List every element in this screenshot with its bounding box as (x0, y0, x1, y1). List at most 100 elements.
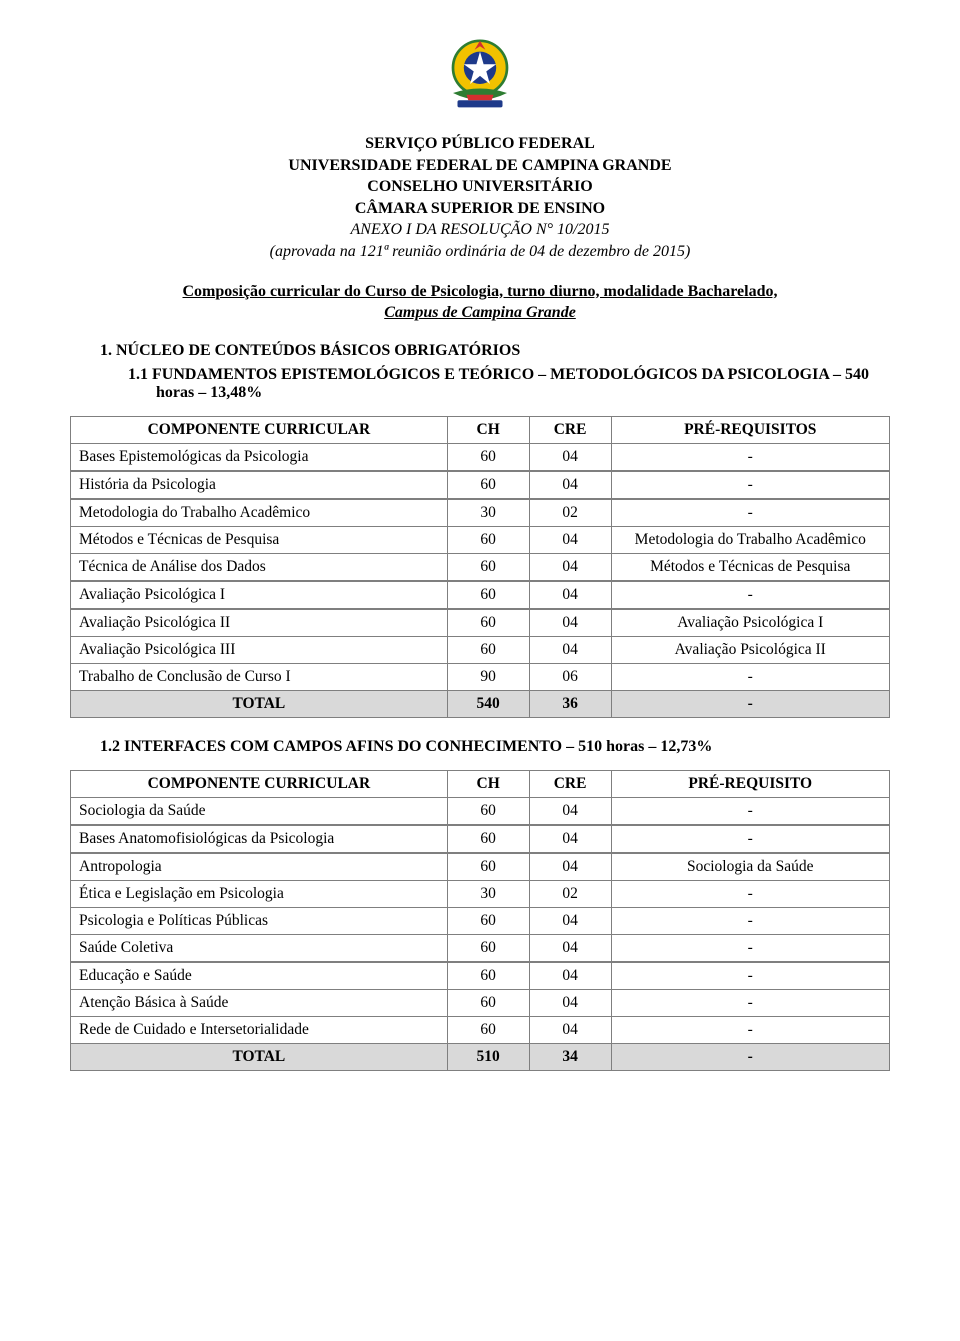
cell-ch: 60 (447, 907, 529, 934)
document-header: SERVIÇO PÚBLICO FEDERAL UNIVERSIDADE FED… (70, 133, 890, 263)
cell-cre: 04 (529, 553, 611, 581)
th-prereq: PRÉ-REQUISITOS (611, 416, 889, 443)
header-line-2: UNIVERSIDADE FEDERAL DE CAMPINA GRANDE (70, 155, 890, 177)
cell-ch: 60 (447, 825, 529, 853)
table-row: Ética e Legislação em Psicologia3002- (71, 880, 890, 907)
header-line-3: CONSELHO UNIVERSITÁRIO (70, 176, 890, 198)
cell-ch: 60 (447, 443, 529, 471)
cell-cre: 04 (529, 636, 611, 663)
cell-total-ch: 540 (447, 690, 529, 717)
table-row: Educação e Saúde6004- (71, 962, 890, 990)
subtitle-line-2: Campus de Campina Grande (384, 304, 576, 321)
cell-prereq: - (611, 880, 889, 907)
cell-name: Educação e Saúde (71, 962, 448, 990)
table-row: Saúde Coletiva6004- (71, 934, 890, 962)
table-row: História da Psicologia6004- (71, 471, 890, 499)
table-row: Metodologia do Trabalho Acadêmico3002- (71, 499, 890, 527)
table-total-row: TOTAL54036- (71, 690, 890, 717)
cell-prereq: Métodos e Técnicas de Pesquisa (611, 553, 889, 581)
cell-cre: 04 (529, 1016, 611, 1043)
cell-prereq: - (611, 663, 889, 690)
cell-ch: 60 (447, 989, 529, 1016)
cell-ch: 60 (447, 636, 529, 663)
cell-ch: 60 (447, 797, 529, 825)
cell-ch: 60 (447, 526, 529, 553)
cell-ch: 60 (447, 553, 529, 581)
table-row: Sociologia da Saúde6004- (71, 797, 890, 825)
document-subtitle: Composição curricular do Curso de Psicol… (70, 281, 890, 324)
cell-total-pre: - (611, 690, 889, 717)
cell-cre: 04 (529, 581, 611, 609)
cell-cre: 04 (529, 797, 611, 825)
cell-name: Ética e Legislação em Psicologia (71, 880, 448, 907)
cell-prereq: Sociologia da Saúde (611, 853, 889, 881)
cell-total-ch: 510 (447, 1043, 529, 1070)
section-1-1-heading: 1.1 FUNDAMENTOS EPISTEMOLÓGICOS E TEÓRIC… (128, 366, 890, 402)
table-row: Antropologia6004Sociologia da Saúde (71, 853, 890, 881)
section-1-2-heading: 1.2 INTERFACES COM CAMPOS AFINS DO CONHE… (100, 738, 890, 756)
cell-name: Avaliação Psicológica I (71, 581, 448, 609)
cell-ch: 60 (447, 471, 529, 499)
th-ch: CH (447, 416, 529, 443)
cell-cre: 04 (529, 471, 611, 499)
cell-cre: 04 (529, 443, 611, 471)
th-cre: CRE (529, 770, 611, 797)
cell-prereq: - (611, 443, 889, 471)
cell-total-cre: 34 (529, 1043, 611, 1070)
cell-cre: 02 (529, 499, 611, 527)
cell-prereq: - (611, 1016, 889, 1043)
table-row: Avaliação Psicológica I6004- (71, 581, 890, 609)
cell-ch: 90 (447, 663, 529, 690)
cell-ch: 60 (447, 853, 529, 881)
table-2-body: Sociologia da Saúde6004-Bases Anatomofis… (71, 797, 890, 1070)
cell-prereq: - (611, 962, 889, 990)
cell-name: Técnica de Análise dos Dados (71, 553, 448, 581)
table-row: Métodos e Técnicas de Pesquisa6004Metodo… (71, 526, 890, 553)
cell-cre: 06 (529, 663, 611, 690)
cell-prereq: Avaliação Psicológica II (611, 636, 889, 663)
cell-cre: 04 (529, 609, 611, 637)
cell-total-pre: - (611, 1043, 889, 1070)
cell-cre: 04 (529, 907, 611, 934)
cell-total-cre: 36 (529, 690, 611, 717)
table-row: Técnica de Análise dos Dados6004Métodos … (71, 553, 890, 581)
cell-cre: 04 (529, 989, 611, 1016)
cell-name: Trabalho de Conclusão de Curso I (71, 663, 448, 690)
cell-cre: 04 (529, 934, 611, 962)
cell-prereq: - (611, 989, 889, 1016)
cell-total-label: TOTAL (71, 1043, 448, 1070)
cell-ch: 60 (447, 962, 529, 990)
header-line-4: CÂMARA SUPERIOR DE ENSINO (70, 198, 890, 220)
th-component: COMPONENTE CURRICULAR (71, 770, 448, 797)
brasil-coat-of-arms-icon (435, 30, 525, 120)
cell-name: Metodologia do Trabalho Acadêmico (71, 499, 448, 527)
table-row: Rede de Cuidado e Intersetorialidade6004… (71, 1016, 890, 1043)
cell-prereq: - (611, 499, 889, 527)
subtitle-line-1: Composição curricular do Curso de Psicol… (183, 283, 778, 300)
cell-cre: 04 (529, 825, 611, 853)
logo-container (70, 30, 890, 125)
table-2: COMPONENTE CURRICULAR CH CRE PRÉ-REQUISI… (70, 770, 890, 1071)
header-line-6: (aprovada na 121ª reunião ordinária de 0… (70, 241, 890, 263)
header-line-5: ANEXO I DA RESOLUÇÃO N° 10/2015 (70, 219, 890, 241)
cell-name: Saúde Coletiva (71, 934, 448, 962)
table-1-header-row: COMPONENTE CURRICULAR CH CRE PRÉ-REQUISI… (71, 416, 890, 443)
cell-name: Sociologia da Saúde (71, 797, 448, 825)
section-1-heading: 1. NÚCLEO DE CONTEÚDOS BÁSICOS OBRIGATÓR… (100, 342, 890, 360)
cell-prereq: - (611, 934, 889, 962)
cell-cre: 04 (529, 962, 611, 990)
cell-prereq: - (611, 907, 889, 934)
table-row: Trabalho de Conclusão de Curso I9006- (71, 663, 890, 690)
cell-name: Antropologia (71, 853, 448, 881)
cell-prereq: - (611, 581, 889, 609)
cell-name: Avaliação Psicológica III (71, 636, 448, 663)
th-prereq: PRÉ-REQUISITO (611, 770, 889, 797)
cell-ch: 60 (447, 934, 529, 962)
cell-ch: 30 (447, 880, 529, 907)
cell-name: Atenção Básica à Saúde (71, 989, 448, 1016)
cell-name: Bases Epistemológicas da Psicologia (71, 443, 448, 471)
cell-name: História da Psicologia (71, 471, 448, 499)
cell-prereq: Metodologia do Trabalho Acadêmico (611, 526, 889, 553)
cell-prereq: Avaliação Psicológica I (611, 609, 889, 637)
cell-ch: 60 (447, 581, 529, 609)
